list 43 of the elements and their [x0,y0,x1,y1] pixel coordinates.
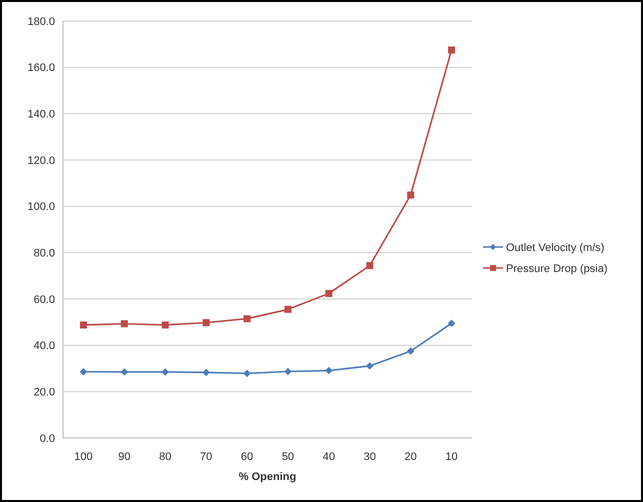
x-tick-label: 30 [364,451,376,463]
point [162,321,169,328]
y-tick-label: 100.0 [27,201,55,214]
point [80,368,87,376]
x-tick-label: 60 [240,451,254,463]
point [120,368,128,376]
y-tick-label: 140.0 [27,108,55,121]
point [325,367,332,374]
x-tick-label: 20 [404,451,417,463]
y-tick-label: 0.0 [40,432,55,445]
legend-label: Pressure Drop (psia) [506,262,608,275]
x-tick-label: 50 [282,451,294,463]
point [407,348,414,355]
point [202,368,210,376]
y-tick-label: 40.0 [34,340,55,352]
point [366,262,374,270]
x-tick-label: 80 [159,451,172,463]
x-tick-label: 40 [322,451,335,463]
y-tick-label: 80.0 [34,248,55,260]
point [120,320,128,328]
x-tick-label: 90 [118,451,130,463]
y-tick-label: 180.0 [27,16,55,28]
x-tick-label: 70 [200,451,212,463]
x-tick-label: 100 [74,451,93,463]
point [448,46,456,54]
legend-label: Outlet Velocity (m/s) [506,242,604,254]
point [448,320,456,327]
point [407,191,414,198]
y-tick-label: 120.0 [27,154,55,167]
y-tick-label: 60.0 [34,294,55,306]
point [284,306,292,313]
point [202,319,210,326]
x-tick-label: 10 [445,451,458,463]
point [244,370,251,377]
point [80,321,87,328]
point [366,362,374,370]
point [162,368,169,376]
point [284,368,292,376]
y-tick-label: 20.0 [34,386,55,399]
y-tick-label: 160.0 [27,62,55,74]
x-axis-title: % Opening [238,471,296,483]
point [244,315,251,322]
point [325,290,332,297]
